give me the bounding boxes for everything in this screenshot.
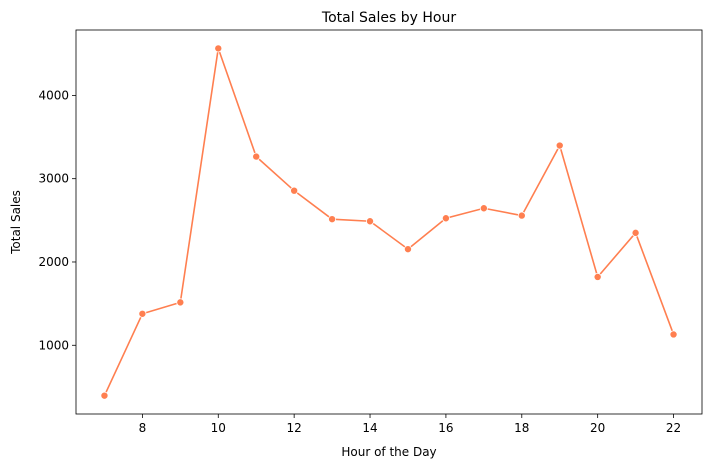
data-point (555, 141, 564, 150)
data-point (631, 228, 640, 237)
data-point (517, 211, 526, 220)
data-point (403, 245, 412, 254)
data-point (328, 215, 337, 224)
x-tick-label: 18 (514, 421, 529, 435)
x-tick-label: 8 (139, 421, 147, 435)
x-tick-label: 10 (211, 421, 226, 435)
data-point (593, 272, 602, 281)
plot-area (100, 44, 678, 400)
data-point (479, 204, 488, 213)
data-point (366, 217, 375, 226)
y-tick-label: 3000 (38, 172, 69, 186)
x-tick-label: 16 (438, 421, 453, 435)
plot-frame (75, 29, 703, 415)
y-tick-label: 2000 (38, 255, 69, 269)
y-tick-label: 4000 (38, 88, 69, 102)
y-axis-label: Total Sales (9, 190, 23, 255)
data-point (138, 309, 147, 318)
data-point (100, 391, 109, 400)
data-point (669, 330, 678, 339)
series-line (103, 48, 675, 397)
y-axis-ticks: 1000 2000 3000 4000 (38, 88, 76, 352)
chart-title: Total Sales by Hour (321, 10, 456, 26)
data-point (214, 44, 223, 53)
x-axis-ticks: 8 10 12 14 16 18 20 22 (139, 414, 681, 435)
data-point (441, 214, 450, 223)
data-point (290, 186, 299, 195)
x-tick-label: 20 (590, 421, 605, 435)
x-tick-label: 14 (362, 421, 377, 435)
x-tick-label: 22 (666, 421, 681, 435)
data-point (252, 152, 261, 161)
x-tick-label: 12 (287, 421, 302, 435)
data-point (176, 298, 185, 307)
x-axis-label: Hour of the Day (341, 445, 436, 459)
y-tick-label: 1000 (38, 338, 69, 352)
